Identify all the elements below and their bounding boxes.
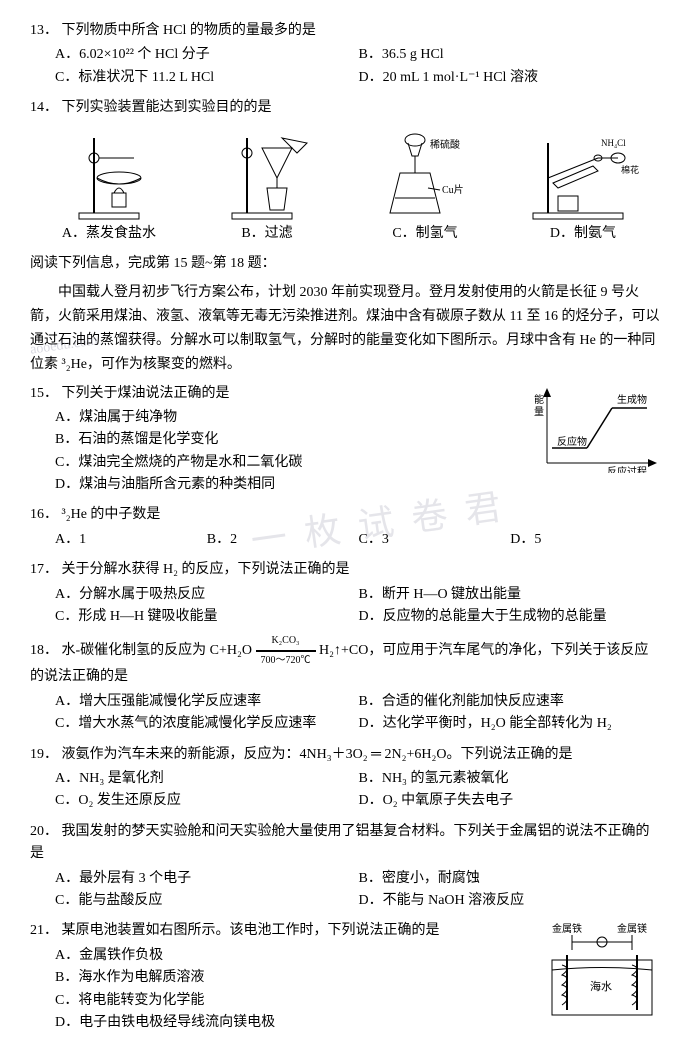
q14-num: 14．: [30, 100, 58, 115]
passage-heading: 阅读下列信息，完成第 15 题~第 18 题：: [30, 253, 662, 275]
ammonia-icon: NH₄Cl 棉花: [523, 128, 643, 223]
q15-stem: 下列关于煤油说法正确的是: [62, 386, 230, 401]
q18-cond-bot: 700～720℃: [261, 655, 311, 666]
filter-icon: [222, 128, 312, 223]
label-dilute-acid: 稀硫酸: [430, 138, 460, 151]
q13-num: 13．: [30, 23, 58, 38]
q14-diagram-c: 稀硫酸 Cu片 C．制氢气: [349, 128, 501, 245]
q13-opt-c: C．标准状况下 11.2 L HCl: [55, 67, 359, 89]
q20-opt-a: A．最外层有 3 个电子: [55, 868, 359, 890]
q16-num: 16．: [30, 507, 58, 522]
q17-opt-a: A．分解水属于吸热反应: [55, 584, 359, 606]
q14-diagram-a: A．蒸发食盐水: [33, 128, 185, 245]
q17-opt-d: D．反应物的总能量大于生成物的总能量: [359, 606, 663, 628]
q14-stem: 下列实验装置能达到实验目的的是: [62, 100, 272, 115]
q16-opt-d: D．5: [510, 529, 662, 551]
chart-bottom: 反应物: [557, 435, 587, 448]
label-nh4cl: NH₄Cl: [601, 138, 626, 148]
q19-opt-b: B．NH₃ 的氢元素被氧化: [359, 768, 663, 790]
evaporation-icon: [64, 128, 154, 223]
q13-opt-d: D．20 mL 1 mol·L⁻¹ HCl 溶液: [359, 67, 663, 89]
q18-options: A．增大压强能减慢化学反应速率 B．合适的催化剂能加快反应速率 C．增大水蒸气的…: [55, 691, 662, 736]
q19-opt-c: C．O₂ 发生还原反应: [55, 790, 359, 812]
hydrogen-icon: 稀硫酸 Cu片: [370, 128, 480, 223]
q17-opt-c: C．形成 H—H 键吸收能量: [55, 606, 359, 628]
q18-cond-top: K₂CO₃: [271, 635, 299, 646]
q18-opt-a: A．增大压强能减慢化学反应速率: [55, 691, 359, 713]
q14-diagram-b: B．过滤: [191, 128, 343, 245]
q20-opt-b: B．密度小，耐腐蚀: [359, 868, 663, 890]
q13-opt-a: A．6.02×10²² 个 HCl 分子: [55, 44, 359, 66]
q15-opt-d: D．煤油与油脂所含元素的种类相同: [55, 474, 662, 496]
q14-label-a: A．蒸发食盐水: [33, 223, 185, 245]
q13-stem: 下列物质中所含 HCl 的物质的量最多的是: [62, 23, 316, 38]
label-cotton: 棉花: [621, 164, 639, 175]
q20-num: 20．: [30, 824, 58, 839]
q16-opt-b: B．2: [207, 529, 359, 551]
q19-options: A．NH₃ 是氧化剂 B．NH₃ 的氢元素被氧化 C．O₂ 发生还原反应 D．O…: [55, 768, 662, 813]
chart-xlabel: 反应过程: [607, 465, 647, 473]
q18-opt-b: B．合适的催化剂能加快反应速率: [359, 691, 663, 713]
q19-num: 19．: [30, 747, 58, 762]
label-cu: Cu片: [442, 183, 464, 196]
question-20: 20． 我国发射的梦天实验舱和问天实验舱大量使用了铝基复合材料。下列关于金属铝的…: [30, 821, 662, 913]
q20-stem: 我国发射的梦天实验舱和问天实验舱大量使用了铝基复合材料。下列关于金属铝的说法不正…: [30, 824, 650, 861]
fig-left-label: 金属铁: [552, 922, 582, 935]
question-16: 16． ³₂He 的中子数是 A．1 B．2 C．3 D．5: [30, 504, 662, 551]
q21-num: 21．: [30, 923, 58, 938]
question-19: 19． 液氨作为汽车未来的新能源，反应为：4NH₃＋3O₂ ═ 2N₂+6H₂O…: [30, 744, 662, 813]
q19-opt-d: D．O₂ 中氧原子失去电子: [359, 790, 663, 812]
chart-top: 生成物: [617, 393, 647, 406]
fig-right-label: 金属镁: [617, 922, 647, 935]
q17-stem: 关于分解水获得 H₂ 的反应，下列说法正确的是: [62, 562, 350, 577]
q16-stem: ³₂He 的中子数是: [62, 507, 161, 522]
q21-stem: 某原电池装置如右图所示。该电池工作时，下列说法正确的是: [62, 923, 440, 938]
q18-opt-d: D．达化学平衡时，H₂O 能全部转化为 H₂: [359, 713, 663, 735]
q16-opt-c: C．3: [359, 529, 511, 551]
q20-opt-d: D．不能与 NaOH 溶液反应: [359, 890, 663, 912]
battery-figure: 金属铁 金属镁 海水: [542, 920, 662, 1030]
q19-opt-a: A．NH₃ 是氧化剂: [55, 768, 359, 790]
q19-stem: 液氨作为汽车未来的新能源，反应为：4NH₃＋3O₂ ═ 2N₂+6H₂O。下列说…: [62, 747, 573, 762]
question-17: 17． 关于分解水获得 H₂ 的反应，下列说法正确的是 A．分解水属于吸热反应 …: [30, 559, 662, 628]
q17-opt-b: B．断开 H—O 键放出能量: [359, 584, 663, 606]
q20-opt-c: C．能与盐酸反应: [55, 890, 359, 912]
chart-ylabel2: 量: [534, 406, 544, 418]
q18-opt-c: C．增大水蒸气的浓度能减慢化学反应速率: [55, 713, 359, 735]
q20-options: A．最外层有 3 个电子 B．密度小，耐腐蚀 C．能与盐酸反应 D．不能与 Na…: [55, 868, 662, 913]
q16-options: A．1 B．2 C．3 D．5: [55, 529, 662, 551]
energy-chart: 能 量 生成物 反应物 反应过程: [532, 383, 662, 473]
q15-num: 15．: [30, 386, 58, 401]
q14-diagrams: A．蒸发食盐水 B．过滤 稀硫酸 Cu片: [30, 128, 662, 245]
q18-num: 18．: [30, 644, 58, 659]
q17-options: A．分解水属于吸热反应 B．断开 H—O 键放出能量 C．形成 H—H 键吸收能…: [55, 584, 662, 629]
q16-opt-a: A．1: [55, 529, 207, 551]
q13-options: A．6.02×10²² 个 HCl 分子 B．36.5 g HCl C．标准状况…: [55, 44, 662, 89]
q14-label-d: D．制氨气: [507, 223, 659, 245]
q14-diagram-d: NH₄Cl 棉花 D．制氨气: [507, 128, 659, 245]
fig-mid-label: 海水: [590, 979, 612, 993]
question-18: 18． 水-碳催化制氢的反应为 C+H₂O K₂CO₃ 700～720℃ H₂↑…: [30, 636, 662, 735]
q18-stem-a: 水-碳催化制氢的反应为 C+H₂O: [62, 644, 256, 659]
q17-num: 17．: [30, 562, 58, 577]
q14-label-c: C．制氢气: [349, 223, 501, 245]
q14-label-b: B．过滤: [191, 223, 343, 245]
q13-opt-b: B．36.5 g HCl: [359, 44, 663, 66]
chart-ylabel1: 能: [534, 393, 544, 406]
passage-body: 中国载人登月初步飞行方案公布，计划 2030 年前实现登月。登月发射使用的火箭是…: [30, 281, 662, 376]
question-14: 14． 下列实验装置能达到实验目的的是 A．蒸发食盐水: [30, 97, 662, 245]
question-13: 13． 下列物质中所含 HCl 的物质的量最多的是 A．6.02×10²² 个 …: [30, 20, 662, 89]
